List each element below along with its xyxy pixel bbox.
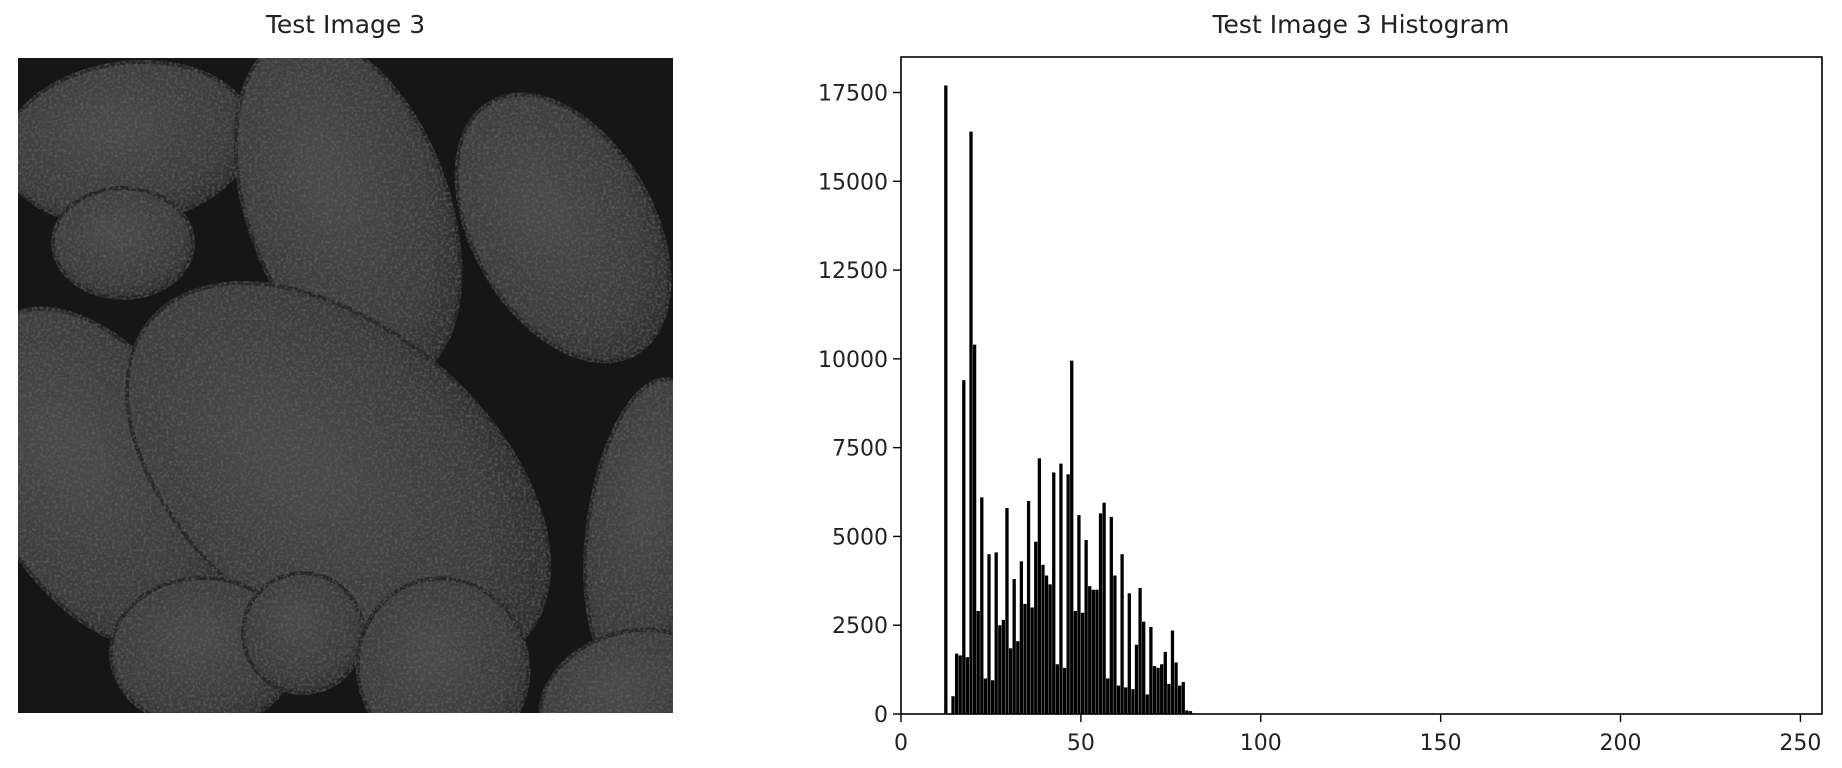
histogram-bar [1106,678,1110,714]
y-tick-label: 12500 [818,259,888,284]
histogram-bar [1131,689,1135,714]
histogram-bar [1080,612,1085,714]
histogram-bar [1088,586,1092,714]
y-axis: 0 2500 5000 7500 10000 12500 15000 17500 [818,82,901,728]
pollen-grains-image [0,33,718,768]
histogram-bar [1005,508,1009,714]
histogram-bar [1138,587,1142,714]
y-tick-label: 7500 [832,437,888,462]
histogram-bar [1084,539,1088,714]
histogram-bar [1030,607,1034,714]
histogram-bar [1145,694,1149,714]
histogram-bar [1041,564,1045,714]
histogram-bar [1127,593,1131,714]
histogram-bar [1098,513,1103,714]
image-title: Test Image 3 [265,10,426,39]
plot-frame [900,56,1823,715]
histogram-title: Test Image 3 Histogram [1212,10,1510,39]
histogram-bar [1077,515,1081,714]
x-tick-label: 250 [1779,731,1821,756]
histogram-bar [1026,500,1031,714]
histogram-bar [962,380,966,714]
x-tick-label: 50 [1067,731,1095,756]
histogram-bar [983,678,988,714]
histogram-bar [1178,685,1182,714]
histogram-bar [944,85,948,714]
histogram-bar [1023,603,1027,714]
histogram-bar [1102,502,1106,714]
histogram-bar [1109,516,1113,714]
histogram-bar [954,653,959,714]
histogram-bar [1124,687,1128,714]
histogram-bar [1167,683,1171,714]
histogram-bar [1160,664,1164,714]
histogram-bar [1044,575,1049,714]
histogram-bar [976,611,980,714]
histogram-bar [980,497,984,714]
histogram-bar [1059,463,1063,714]
histogram-bar [1001,619,1006,714]
x-axis: 0 50 100 150 200 250 [894,714,1821,756]
histogram-bar [987,554,991,714]
histogram-bar [1070,360,1074,714]
histogram-bar [1188,711,1193,714]
histogram-bar [1116,685,1121,714]
y-tick-label: 17500 [818,82,888,107]
histogram-bar [1181,682,1185,714]
histogram-bar [1170,630,1175,714]
y-tick-label: 10000 [818,348,888,373]
histogram-bar [1012,579,1016,714]
x-tick-label: 100 [1240,731,1282,756]
histogram-bar [1008,648,1013,714]
histogram-bar [972,344,977,714]
histogram-bar [969,131,973,715]
histogram-bar [1142,621,1146,714]
histogram-bar [1052,472,1056,714]
histogram-bar [1055,664,1059,714]
histogram-bar [1163,651,1167,714]
histogram-bar [1048,584,1052,714]
x-tick-label: 150 [1420,731,1462,756]
y-tick-label: 15000 [818,170,888,195]
histogram-bar [994,552,998,714]
histogram-bar [1016,641,1020,714]
histogram-bar [951,696,955,714]
histogram-bar [998,625,1002,714]
histogram-bar [1095,589,1099,714]
histogram-bar [1091,589,1095,714]
histogram-bar [1066,474,1070,714]
histogram-bar [990,680,995,714]
test-image-3 [0,33,718,768]
histogram-bar [1037,458,1042,714]
histogram-bar [1062,667,1067,714]
histogram-bar [1120,554,1124,714]
histogram-bar [965,657,970,714]
y-tick-label: 5000 [832,525,888,550]
histogram-bar [958,655,962,714]
histogram-bar [1113,575,1117,714]
histogram-bar [1185,710,1189,714]
histogram-bar [1034,541,1038,714]
histogram-bar [1152,666,1157,714]
y-tick-label: 0 [874,703,888,728]
histogram-bars [944,85,1193,715]
histogram-bar [1174,662,1178,714]
histogram-bar [1134,644,1139,714]
histogram-bar [1149,626,1153,714]
histogram-bar [1019,561,1024,714]
histogram-bar [1156,667,1160,714]
y-tick-label: 2500 [832,614,888,639]
histogram-bar [1073,611,1077,714]
x-tick-label: 0 [894,731,908,756]
x-tick-label: 200 [1600,731,1642,756]
